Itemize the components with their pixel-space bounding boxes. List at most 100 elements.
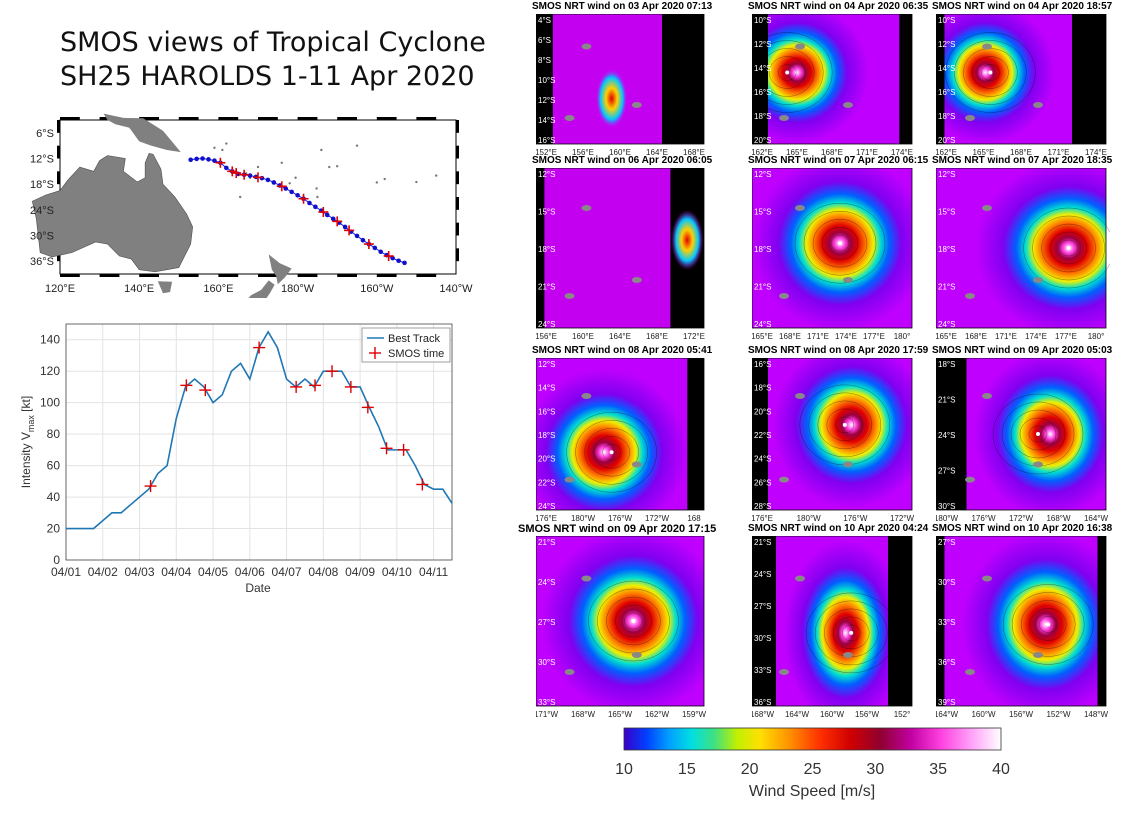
panel-lon-label: 164°W (785, 710, 810, 719)
panel-lon-label: 160°E (572, 332, 594, 341)
map-frame-tick (99, 274, 120, 277)
panel-lon-label: 168°W (752, 710, 774, 719)
x-tick-label: 04/06 (235, 565, 265, 579)
nz-north-land (268, 254, 292, 285)
panel-lat-label: 18°S (754, 112, 771, 121)
island-dot (383, 177, 386, 181)
wind-contour (954, 40, 1027, 105)
map-frame-tick (178, 117, 199, 120)
panel-lat-label: 10°S (538, 76, 555, 85)
map-frame-tick (57, 120, 60, 133)
wind-contour (624, 612, 643, 630)
panel-lat-label: 21°S (538, 538, 555, 547)
panel-lon-label: 165°E (786, 148, 808, 157)
wind-contour (945, 32, 1036, 113)
track-point (200, 156, 205, 161)
wind-contour (566, 412, 657, 493)
panel-lat-label: 12°S (538, 96, 555, 105)
map-frame-tick (456, 120, 459, 133)
x-tick-label: 04/02 (88, 565, 118, 579)
panel-lon-label: 177°E (863, 332, 885, 341)
map-frame-tick (456, 171, 459, 185)
smos-time-marker (380, 442, 393, 455)
panel-lat-label: 24°S (538, 578, 555, 587)
smos-panel-title: SMOS NRT wind on 08 Apr 2020 17:59 (748, 345, 929, 356)
nz-south-land (248, 280, 275, 298)
map-frame-tick (218, 274, 239, 277)
panel-lon-label: 152°W (1046, 710, 1071, 719)
panel-lat-label: 16°S (938, 88, 955, 97)
smos-wind-panel: 18°S 21°S 24°S 27°S 30°S 180°W 176°W 172°W 168°W… (936, 358, 1108, 523)
panel-lat-label: 33°S (938, 618, 955, 627)
panel-lon-label: 156°E (536, 332, 557, 341)
panel-lon-label: 177°E (1055, 332, 1077, 341)
panel-lat-label: 21°S (938, 396, 955, 405)
smos-wind-panel: 27°S 30°S 33°S 36°S 39°S 164°W 160°W 156°W 152°W… (936, 536, 1108, 719)
panel-lon-label: 176°W (971, 514, 996, 523)
island-dot (221, 148, 224, 152)
map-frame-tick (297, 274, 318, 277)
x-tick-label: 04/11 (419, 565, 448, 579)
panel-lon-label: 180°W (936, 514, 958, 523)
land-mask (564, 293, 575, 299)
island-dot (225, 142, 228, 145)
land-mask (564, 476, 575, 483)
panel-lat-label: 27°S (938, 467, 955, 476)
land-mask (965, 669, 975, 675)
map-frame-tick (60, 117, 80, 120)
smos-time-marker (290, 380, 303, 393)
x-tick-label: 04/07 (272, 565, 302, 579)
y-tick-label: 80 (47, 427, 61, 441)
smos-panel-title: SMOS NRT wind on 04 Apr 2020 18:57 (932, 1, 1113, 12)
track-map: 120°E 140°E 160°E 180°W 160°W 140°W 6°S 12°S 18°… (30, 113, 473, 298)
smos-panel-title: SMOS NRT wind on 09 Apr 2020 05:03 (932, 345, 1113, 356)
wind-contour (1029, 608, 1067, 641)
panel-lat-label: 30°S (938, 502, 955, 511)
panel-lat-label: 15°S (938, 208, 955, 217)
cyclone-eye (849, 630, 854, 635)
panel-lon-label: 168°E (821, 148, 843, 157)
panel-lon-label: 168°E (646, 332, 668, 341)
track-point (402, 260, 407, 266)
island-dot (213, 146, 216, 150)
panel-lat-label: 12°S (754, 170, 771, 179)
panel-lat-label: 12°S (538, 170, 555, 179)
plot-frame (65, 323, 453, 561)
cyclone-wind-field (944, 14, 1072, 144)
map-lat-label: 36°S (30, 256, 54, 268)
panel-lon-label: 174°E (1025, 332, 1047, 341)
cyclone-eye (1036, 432, 1040, 436)
island-dot (320, 148, 323, 152)
land-mask (1033, 102, 1043, 108)
panel-lon-label: 162°E (936, 148, 957, 157)
wind-contour (602, 444, 621, 461)
land-mask (581, 393, 592, 399)
smos-panel-title: SMOS NRT wind on 03 Apr 2020 07:13 (532, 1, 713, 12)
panel-lon-label: 152° (894, 710, 911, 719)
island-dot (315, 187, 318, 190)
map-frame-tick (258, 117, 278, 120)
land-mask (779, 115, 789, 121)
panel-lat-label: 30°S (754, 634, 771, 643)
land-mask (581, 205, 592, 211)
swath-base (544, 168, 671, 328)
wind-contour (830, 234, 850, 252)
island-dot (435, 174, 438, 177)
panel-lat-label: 27°S (938, 538, 955, 547)
panel-lon-label: 168°E (965, 332, 987, 341)
colorbar-tick-label: 35 (929, 761, 947, 778)
page-title-line1: SMOS views of Tropical Cyclone (60, 27, 486, 58)
chart-y-label: Intensity Vmax [kt] (19, 396, 36, 488)
smos-wind-panel: 12°S 15°S 18°S 21°S 24°S 156°E 160°E 164°E 168°E… (536, 168, 705, 341)
smos-track-marker (276, 181, 287, 192)
wind-contour (752, 32, 833, 113)
page-title: SMOS views of Tropical Cyclone SH25 HARO… (60, 26, 486, 94)
track-point (396, 258, 401, 264)
cyclone-eye (785, 70, 790, 75)
panel-lat-label: 15°S (538, 208, 555, 217)
cyclone-eye (1066, 246, 1071, 250)
cyclone-eye (842, 422, 847, 427)
wind-contour (992, 393, 1084, 475)
smos-track-marker (298, 193, 309, 204)
land-mask (843, 652, 853, 658)
